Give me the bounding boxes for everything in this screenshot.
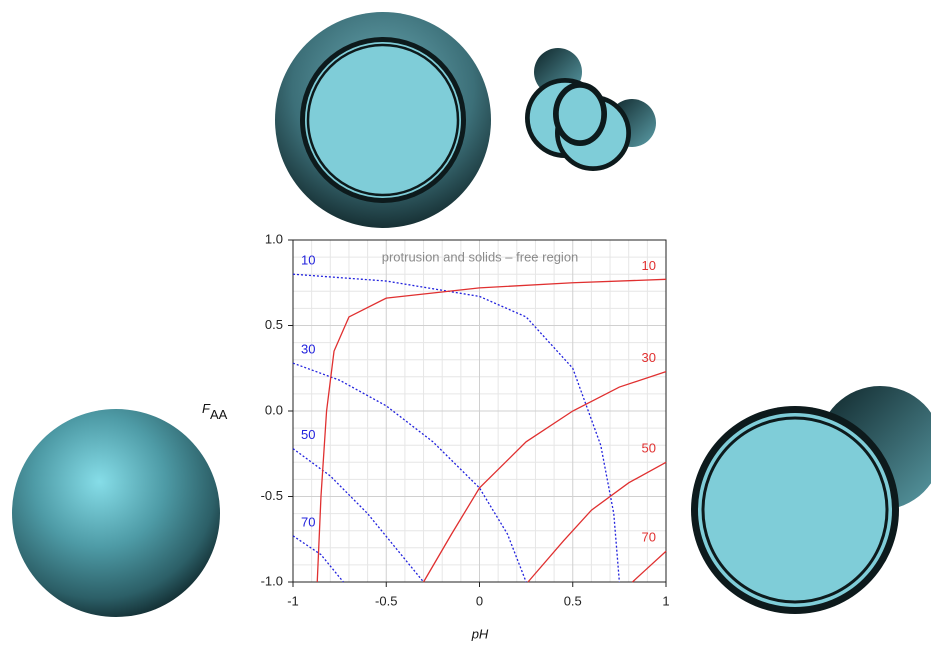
y-tick-label: -1.0 [261, 573, 283, 588]
series-label: 70 [642, 530, 656, 545]
series-label: 10 [301, 253, 315, 268]
y-tick-label: 0.5 [265, 317, 283, 332]
series-label: 50 [301, 427, 315, 442]
series-label: 70 [301, 514, 315, 529]
series-label: 50 [642, 441, 656, 456]
y-axis-label: FAA [202, 401, 228, 422]
series-label: 30 [642, 350, 656, 365]
x-tick-label: 0 [476, 593, 483, 608]
illustration-top-large [275, 12, 491, 228]
x-tick-label: -0.5 [375, 593, 397, 608]
series-label: 30 [301, 342, 315, 357]
series-label: 10 [642, 258, 656, 273]
x-tick-label: -1 [287, 593, 299, 608]
y-tick-label: 1.0 [265, 231, 283, 246]
illustration-bottom-right [691, 386, 931, 614]
y-tick-label: -0.5 [261, 488, 283, 503]
x-tick-label: 1 [662, 593, 669, 608]
x-axis-label: pH [471, 626, 489, 641]
annotation: protrusion and solids – free region [382, 249, 579, 264]
page: {"chart_data": {"type": "line", "x_label… [0, 0, 931, 652]
x-tick-label: 0.5 [564, 593, 582, 608]
y-axis-label-sub: AA [210, 407, 228, 422]
plot: -1 -0.5 0 0.5 1 -1.0 -0.5 0.0 0.5 1.0 10 30 50 70 10 30… [202, 231, 670, 641]
y-tick-label: 0.0 [265, 402, 283, 417]
illustration-top-small [525, 48, 656, 171]
figure: -1 -0.5 0 0.5 1 -1.0 -0.5 0.0 0.5 1.0 10 30 50 70 10 30… [0, 0, 931, 652]
illustration-sphere [12, 409, 220, 617]
